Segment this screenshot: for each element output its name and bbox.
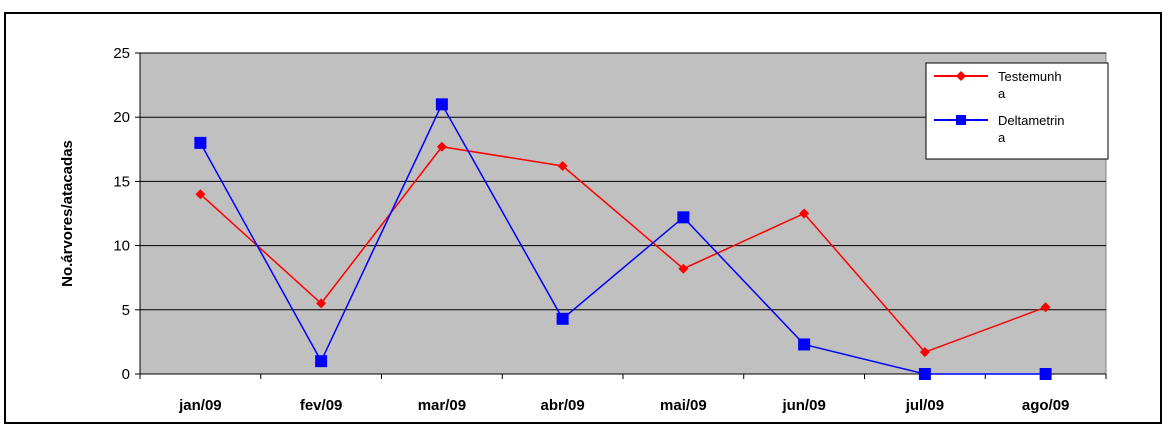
y-tick-label: 5 (122, 302, 130, 319)
y-tick-label: 20 (113, 109, 130, 126)
x-tick-label: abr/09 (541, 397, 585, 414)
x-tick-label: ago/09 (1022, 397, 1070, 414)
legend (925, 62, 1109, 160)
y-tick-label: 15 (113, 173, 130, 190)
series-line-1 (199, 145, 1046, 354)
x-tick-label: jan/09 (178, 397, 222, 414)
data-point (316, 298, 327, 309)
data-point (677, 211, 690, 224)
line-chart: 0 5 10 15 20 25 jan/09 fev/09 mar/09 abr/09 mai/09… (59, 45, 1109, 414)
data-point (557, 160, 568, 171)
data-point (194, 136, 207, 149)
data-point (195, 189, 206, 200)
data-point (315, 355, 328, 368)
legend-label: a (998, 130, 1006, 145)
y-tick-label: 25 (113, 45, 130, 62)
x-tick-label: fev/09 (300, 397, 343, 414)
chart-frame: 0 5 10 15 20 25 jan/09 fev/09 mar/09 abr/09 mai/09… (4, 12, 1162, 424)
legend-label: Deltametrin (998, 113, 1064, 128)
data-point (1039, 368, 1052, 380)
series-line-2 (199, 102, 1046, 375)
data-point (678, 263, 689, 274)
data-point (436, 141, 447, 152)
legend-label: a (998, 86, 1006, 101)
data-point (799, 208, 810, 219)
data-point (556, 312, 569, 325)
legend-label: Testemunh (998, 69, 1062, 84)
x-tick-label: jun/09 (781, 397, 825, 414)
data-point (1040, 302, 1051, 313)
data-point (918, 368, 931, 380)
data-point (919, 347, 930, 358)
x-tick-label: mai/09 (660, 397, 707, 414)
legend-marker (956, 115, 966, 125)
y-tick-label: 10 (113, 238, 130, 255)
data-point (435, 98, 448, 111)
x-tick-label: jul/09 (905, 397, 944, 414)
data-point (798, 338, 811, 351)
y-tick-label: 0 (122, 366, 130, 383)
legend-marker (956, 71, 966, 81)
x-tick-label: mar/09 (418, 397, 466, 414)
y-axis-title: No.árvores/atacadas (59, 140, 76, 287)
